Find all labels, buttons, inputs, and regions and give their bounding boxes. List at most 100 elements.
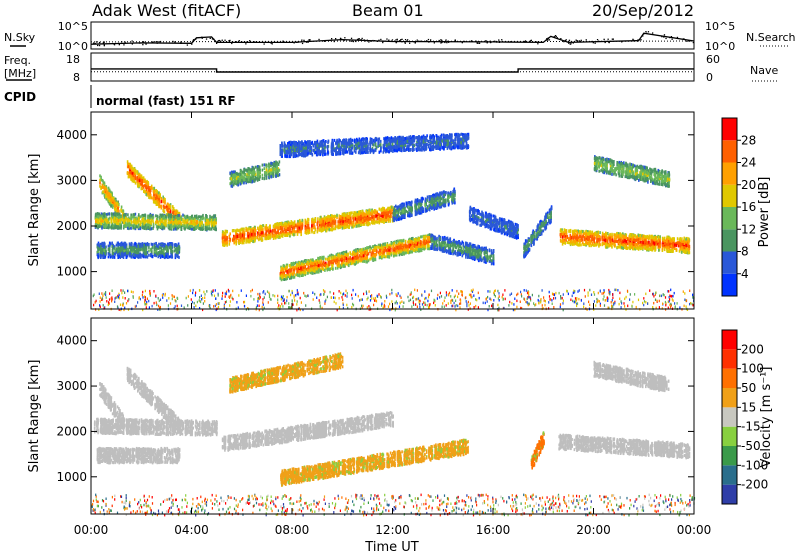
power-scatter-cell <box>204 222 207 226</box>
power-scatter-cell <box>164 222 166 226</box>
power-scatter-cell <box>323 216 326 220</box>
power-scatter-cell <box>409 209 411 213</box>
power-scatter-cell <box>298 230 300 234</box>
power-scatter-cell <box>292 229 294 233</box>
noise-sample <box>142 41 144 43</box>
power-scatter-cell <box>443 199 446 203</box>
power-scatter-cell <box>233 237 235 241</box>
noise-sample <box>670 36 673 38</box>
power-scatter-cell <box>114 206 116 210</box>
power-scatter-cell <box>300 224 303 228</box>
power-scatter-cell <box>409 212 411 216</box>
power-scatter-cell <box>120 215 123 219</box>
power-scatter-cell <box>259 226 262 230</box>
power-scatter-cell <box>239 236 242 240</box>
power-scatter-cell <box>250 239 253 242</box>
noise-sample <box>447 40 449 42</box>
power-scatter-cell <box>338 214 341 218</box>
power-scatter-cell <box>268 235 270 239</box>
power-scatter-cell <box>200 219 202 223</box>
power-scatter-cell <box>348 220 350 224</box>
noise-sample <box>413 41 415 43</box>
power-scatter-cell <box>142 247 145 251</box>
power-scatter-cell <box>169 210 172 214</box>
power-scatter-cell <box>120 252 123 256</box>
power-scatter-cell <box>241 238 243 241</box>
power-scatter-cell <box>150 186 153 190</box>
power-scatter-cell <box>176 255 179 258</box>
power-scatter-cell <box>367 217 370 221</box>
power-scatter-cell <box>98 244 101 248</box>
power-scatter-cell <box>120 246 122 250</box>
power-scatter-cell <box>137 182 139 186</box>
power-scatter-cell <box>163 210 166 214</box>
noise-sample <box>443 41 445 43</box>
power-scatter-cell <box>167 218 170 222</box>
power-scatter-cell <box>115 214 117 218</box>
power-scatter-cell <box>195 220 198 223</box>
power-scatter-cell <box>97 218 100 221</box>
power-scatter-cell <box>191 216 193 220</box>
power-scatter-cell <box>137 244 139 248</box>
power-scatter-cell <box>132 224 134 228</box>
power-scatter-cell <box>180 228 183 231</box>
noise-sample <box>546 38 548 40</box>
noise-sample <box>156 42 158 44</box>
power-scatter-cell <box>222 241 224 245</box>
power-scatter-cell <box>155 220 157 224</box>
power-scatter-cell <box>119 215 121 219</box>
noise-sample <box>297 41 299 43</box>
power-scatter-cell <box>157 200 160 204</box>
power-scatter-cell <box>304 226 307 230</box>
power-scatter-cell <box>117 217 120 221</box>
power-scatter-cell <box>125 254 128 257</box>
power-scatter-cell <box>361 213 364 217</box>
power-scatter-cell <box>389 206 391 210</box>
power-scatter-cell <box>200 224 202 228</box>
power-scatter-cell <box>293 233 295 237</box>
power-scatter-cell <box>156 244 158 248</box>
power-scatter-cell <box>295 230 297 234</box>
power-scatter-cell <box>133 216 136 220</box>
power-scatter-cell <box>228 239 231 243</box>
noise-sample <box>555 35 557 38</box>
power-scatter-cell <box>426 199 428 203</box>
power-scatter-cell <box>226 230 228 234</box>
noise-sample <box>645 31 647 33</box>
power-scatter-cell <box>272 237 275 240</box>
power-scatter-cell <box>426 206 429 210</box>
power-scatter-cell <box>147 185 149 189</box>
noise-sample <box>395 42 397 44</box>
power-scatter-cell <box>138 177 141 181</box>
power-scatter-cell <box>352 221 355 224</box>
power-scatter-cell <box>313 231 315 235</box>
power-scatter-cell <box>347 225 349 229</box>
power-scatter-cell <box>247 231 250 235</box>
power-scatter-cell <box>196 224 198 228</box>
power-scatter-cell <box>229 232 231 236</box>
power-scatter-cell <box>304 229 307 233</box>
power-scatter-cell <box>352 217 355 221</box>
power-scatter-cell <box>111 204 114 208</box>
power-scatter-cell <box>162 216 164 220</box>
power-scatter-cell <box>347 215 349 219</box>
power-scatter-cell <box>115 212 117 216</box>
power-scatter-cell <box>185 215 188 219</box>
power-scatter-cell <box>266 226 268 230</box>
power-scatter-cell <box>134 217 137 221</box>
power-scatter-cell <box>170 222 173 226</box>
power-scatter-cell <box>144 190 146 194</box>
power-scatter-cell <box>319 228 321 231</box>
power-scatter-cell <box>389 217 391 221</box>
power-scatter-cell <box>170 252 173 256</box>
power-scatter-cell <box>192 227 195 231</box>
power-scatter-cell <box>170 213 172 217</box>
power-scatter-cell <box>99 184 101 188</box>
power-scatter-cell <box>117 225 120 229</box>
power-scatter-cell <box>115 250 118 254</box>
power-scatter-cell <box>420 202 423 205</box>
power-scatter-cell <box>375 211 377 214</box>
freq-panel-frame <box>90 52 695 82</box>
power-scatter-cell <box>144 180 146 184</box>
power-scatter-cell <box>149 254 152 258</box>
